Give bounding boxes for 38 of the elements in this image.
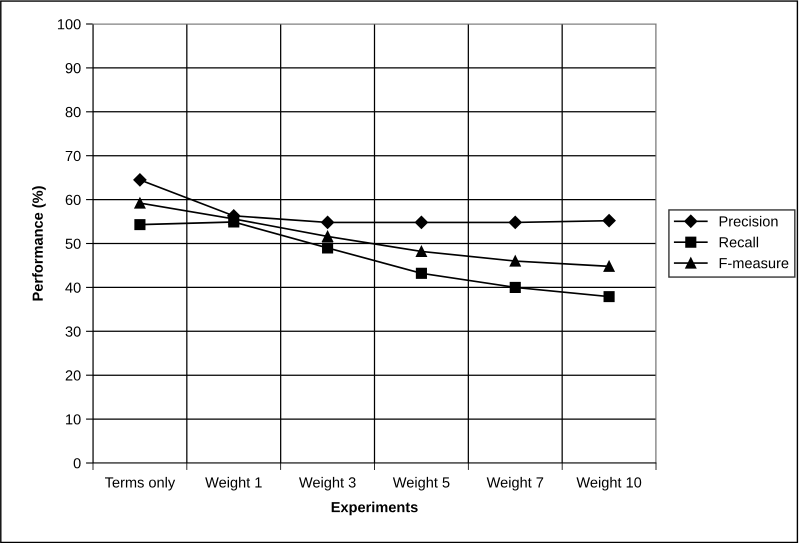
y-tick-label: 80 (66, 106, 81, 118)
y-tick-label: 0 (74, 458, 81, 468)
x-tick-label: Terms only (105, 476, 176, 490)
point (322, 242, 334, 254)
x-axis-title: Experiments (332, 502, 418, 516)
x-tick-label: Weight 1 (205, 476, 262, 490)
point (604, 291, 615, 302)
x-tick-label: Weight 3 (299, 476, 356, 490)
x-tick-label: Weight 7 (486, 476, 544, 490)
point (510, 256, 521, 267)
point (508, 216, 522, 230)
y-tick-label: 30 (66, 326, 81, 337)
point (320, 216, 334, 230)
point (604, 260, 615, 272)
legend-label: Precision (720, 216, 778, 227)
y-tick-label: 60 (66, 194, 81, 206)
y-axis-title: Performance (%) (32, 186, 46, 300)
point (134, 219, 146, 230)
point (602, 214, 616, 228)
y-tick-label: 50 (66, 238, 81, 249)
y-tick-label: 100 (58, 19, 81, 30)
legend-label: F-measure (720, 258, 788, 268)
point (228, 216, 240, 228)
y-tick-label: 70 (66, 150, 81, 162)
x-tick-label: Weight 5 (392, 476, 450, 490)
point (510, 282, 521, 293)
point (322, 230, 334, 242)
y-tick-label: 20 (66, 370, 81, 381)
x-tick-label: Weight 10 (576, 476, 642, 490)
point (133, 173, 147, 186)
y-tick-label: 10 (66, 414, 81, 425)
point (134, 198, 146, 209)
point (416, 268, 427, 279)
point (416, 246, 427, 257)
legend-label: Recall (720, 236, 758, 248)
point (414, 216, 428, 230)
y-tick-label: 90 (66, 63, 81, 74)
y-tick-label: 40 (65, 282, 81, 293)
